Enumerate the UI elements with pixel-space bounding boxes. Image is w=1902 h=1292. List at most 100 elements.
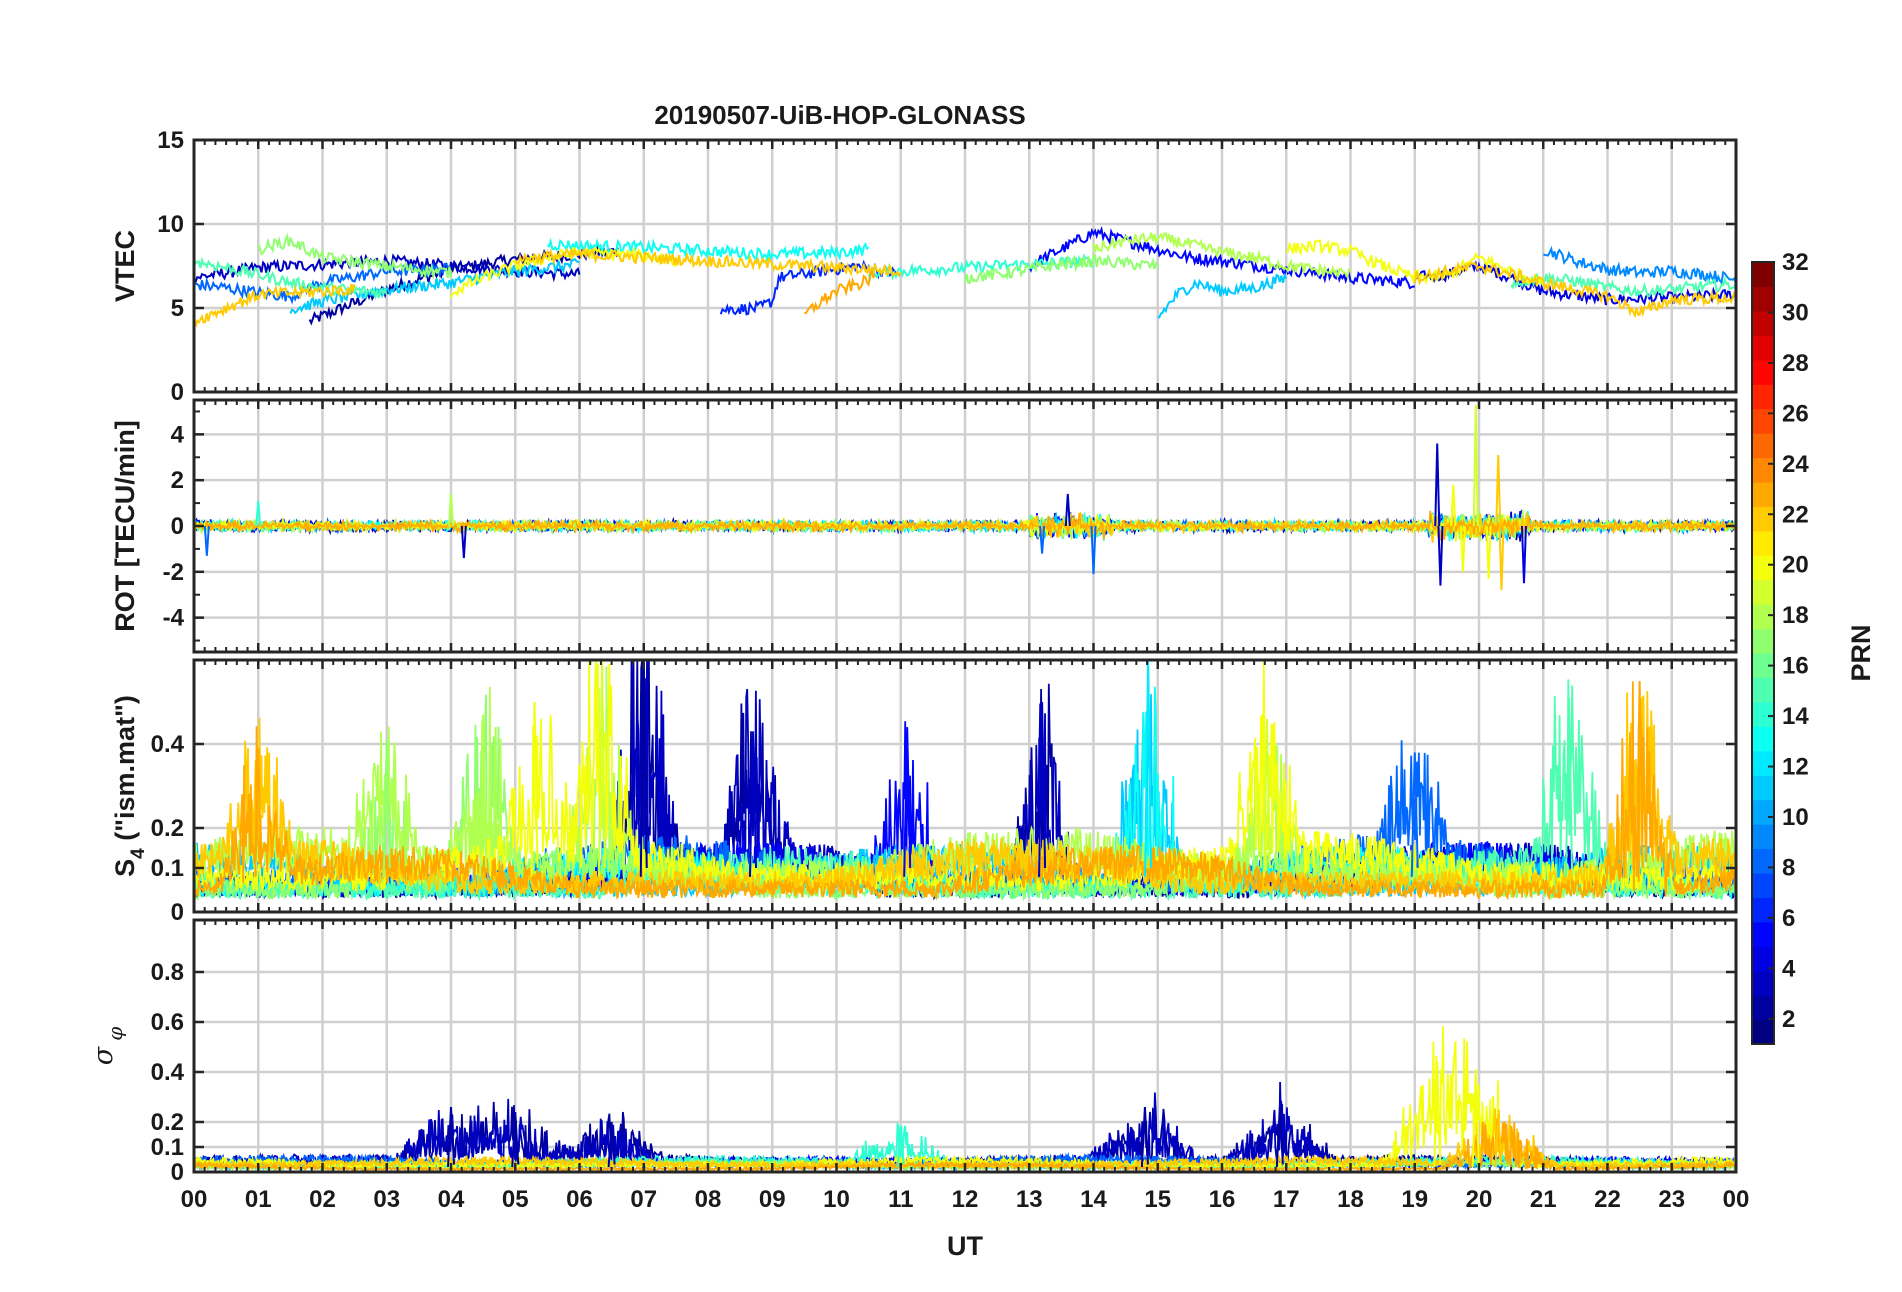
x-tick-label: 00	[181, 1186, 208, 1213]
sigma-phi-peak	[896, 1126, 905, 1168]
y-tick-label: 0	[171, 899, 184, 926]
colorbar-tick-label: 14	[1782, 703, 1809, 730]
colorbar-bin	[1752, 359, 1774, 385]
x-tick-label: 18	[1337, 1186, 1364, 1213]
sigma-phi-peak	[1275, 1106, 1284, 1168]
rot-spike	[1090, 525, 1097, 575]
vtec-axes-box	[192, 138, 1738, 394]
x-tick-label: 21	[1530, 1186, 1557, 1213]
colorbar-tick-label: 10	[1782, 804, 1809, 831]
sigma-phi-peak	[447, 1106, 455, 1168]
rot-traces	[194, 404, 1736, 591]
x-tick-label: 14	[1080, 1186, 1107, 1213]
x-tick-label: 17	[1273, 1186, 1300, 1213]
y-tick-label: 0	[171, 379, 184, 406]
vtec-series-prn-9	[1543, 245, 1736, 286]
x-tick-label: 13	[1016, 1186, 1043, 1213]
sigma-phi-y-axis-label: σφ	[88, 1027, 127, 1065]
vtec-series-prn-20	[1286, 239, 1545, 287]
y-tick-label: 4	[171, 421, 185, 448]
colorbar-bin	[1752, 310, 1774, 336]
sigma-phi-peak	[1494, 1114, 1503, 1168]
colorbar-tick-label: 20	[1782, 552, 1809, 579]
x-tick-label: 00	[1723, 1186, 1750, 1213]
colorbar-tick-label: 30	[1782, 299, 1809, 326]
s4-peak	[382, 739, 391, 877]
vtec-series-prn-11	[1157, 272, 1288, 319]
s4-label-rest: ("ism.mat")	[110, 695, 140, 848]
rot-spike	[203, 525, 210, 556]
colorbar-gradient	[1752, 262, 1774, 1045]
colorbar-tick-label: 6	[1782, 905, 1795, 932]
colorbar-bin	[1752, 579, 1774, 605]
colorbar-tick-label: 32	[1782, 249, 1809, 276]
x-tick-label: 15	[1144, 1186, 1171, 1213]
vtec-series-prn-22	[1413, 261, 1736, 319]
rot-spike	[255, 500, 262, 527]
sigma-phi-peak	[1471, 1069, 1480, 1168]
x-tick-label: 23	[1658, 1186, 1685, 1213]
colorbar-bin	[1752, 701, 1774, 727]
y-tick-label: 5	[171, 295, 184, 322]
rot-spike	[460, 525, 467, 559]
colorbar-bin	[1752, 555, 1774, 581]
colorbar-tick-label: 28	[1782, 350, 1809, 377]
colorbar-bin	[1752, 262, 1774, 288]
s4-peak	[530, 701, 539, 877]
y-tick-label: -4	[163, 605, 185, 632]
y-tick-label: 0	[171, 1159, 184, 1186]
vtec-series-prn-15	[1510, 271, 1736, 298]
colorbar-bin	[1752, 946, 1774, 972]
y-tick-label: 2	[171, 467, 184, 494]
s4-peak	[1038, 701, 1047, 877]
vtec-series-prn-22	[194, 283, 356, 327]
colorbar-bin	[1752, 653, 1774, 679]
colorbar-tick-label: 12	[1782, 754, 1809, 781]
s4-peak	[597, 660, 606, 877]
s4-peak	[1144, 660, 1153, 877]
x-tick-label: 19	[1401, 1186, 1428, 1213]
colorbar-bin	[1752, 921, 1774, 947]
x-tick-label: 11	[888, 1186, 913, 1213]
rot-spike	[1485, 525, 1492, 579]
colorbar-bin	[1752, 481, 1774, 507]
colorbar-bin	[1752, 530, 1774, 556]
x-tick-label: 07	[630, 1186, 657, 1213]
s4-peak	[748, 731, 757, 877]
y-tick-label: 0.4	[151, 731, 185, 758]
s4-series-prn-22	[194, 690, 1736, 897]
rot-spike	[1039, 525, 1046, 554]
vtec-series-prn-13	[546, 237, 870, 264]
rot-spike	[1495, 454, 1502, 527]
colorbar-label: PRN	[1846, 624, 1876, 681]
vtec-series-prn-23	[804, 269, 876, 314]
sigma-phi-axes-box	[192, 918, 1738, 1174]
colorbar-bin	[1752, 677, 1774, 703]
colorbar-tick-label: 26	[1782, 400, 1809, 427]
s4-peak	[639, 660, 648, 877]
vtec-series-prn-15	[194, 256, 388, 301]
vtec-traces	[194, 225, 1736, 327]
x-tick-label: 05	[502, 1186, 529, 1213]
colorbar-bin	[1752, 286, 1774, 312]
x-tick-label: 16	[1209, 1186, 1236, 1213]
colorbar-bin	[1752, 848, 1774, 874]
colorbar-bin	[1752, 775, 1774, 801]
colorbar-bin	[1752, 604, 1774, 630]
colorbar-tick-label: 8	[1782, 854, 1795, 881]
sigma-phi-y-ticks: 00.10.2 0.4 0.6 0.8	[151, 959, 1736, 1186]
colorbar-bin	[1752, 726, 1774, 752]
y-tick-label: -2	[163, 559, 184, 586]
colorbar-bin	[1752, 506, 1774, 532]
vtec-series-prn-5	[1028, 225, 1415, 290]
colorbar-frame	[1751, 261, 1775, 1045]
rot-spike	[1520, 525, 1527, 584]
s4-series-prn-23	[194, 681, 1736, 901]
vtec-series-prn-22	[514, 247, 902, 278]
colorbar-bin	[1752, 970, 1774, 996]
chart-title: 20190507-UiB-HOP-GLONASS	[654, 100, 1025, 130]
colorbar-bin	[1752, 457, 1774, 483]
